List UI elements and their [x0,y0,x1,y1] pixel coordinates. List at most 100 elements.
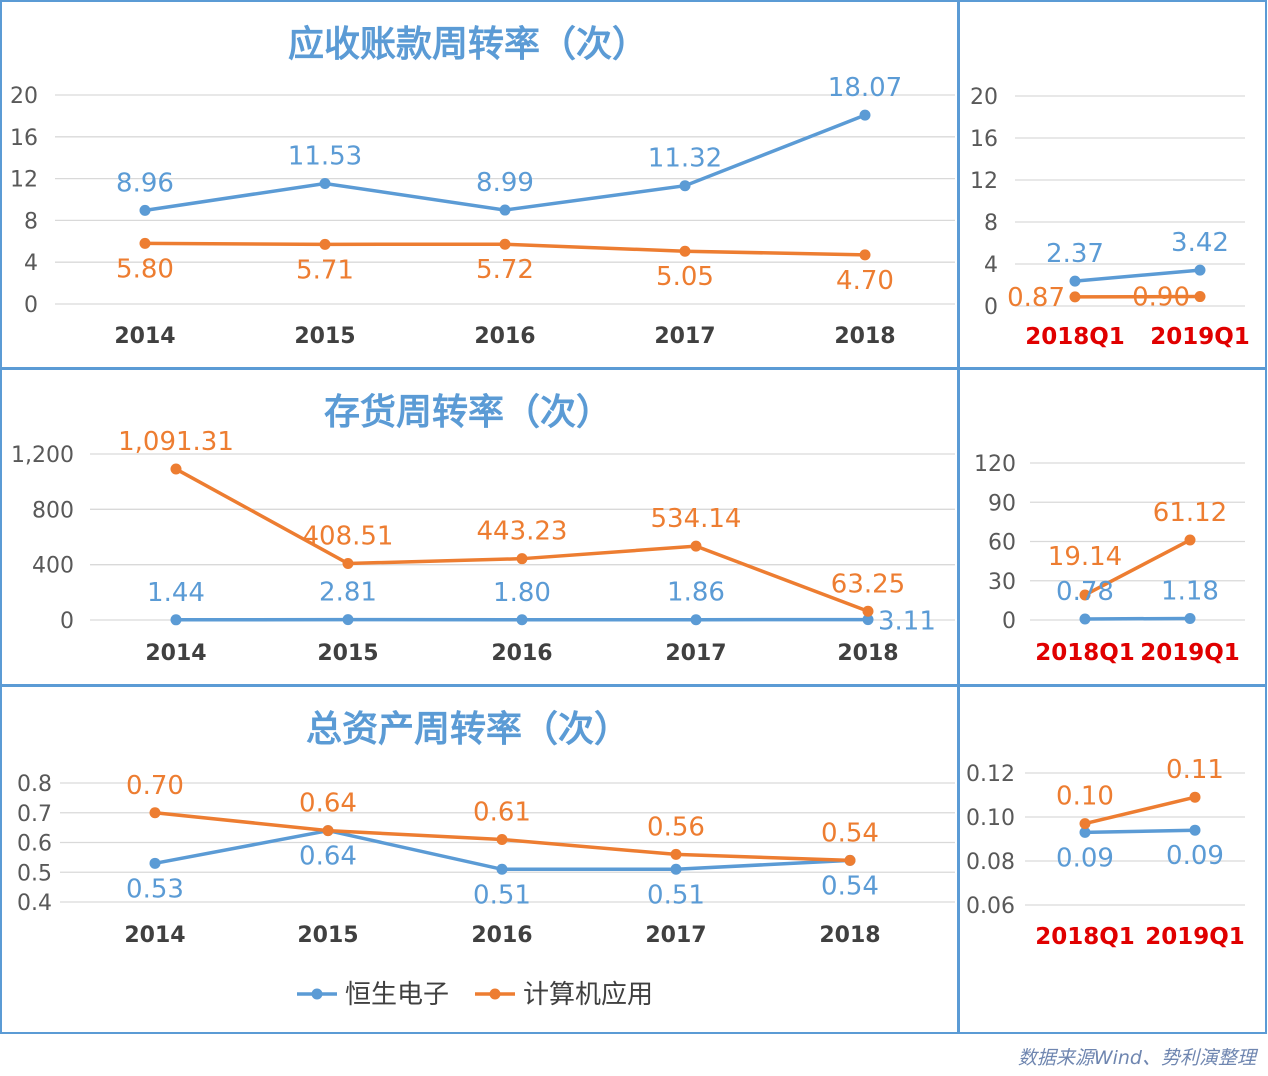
data-label: 3.11 [878,607,936,637]
x-tick-label: 2018 [834,324,895,349]
x-tick-label: 2015 [297,923,358,948]
x-tick-label: 2017 [665,641,726,666]
x-tick-label: 2018Q1 [1035,640,1135,666]
x-tick-label: 2014 [114,324,175,349]
panel-frame [958,0,1267,369]
data-point [1189,824,1201,836]
data-label: 19.14 [1048,542,1122,572]
data-point [1184,534,1196,546]
data-point [322,825,334,837]
data-point [170,614,182,626]
chart-title: 应收账款周转率（次） [288,24,648,65]
data-label: 1,091.31 [118,427,234,457]
y-tick-label: 0.06 [966,894,1015,919]
data-label: 2.81 [319,578,377,608]
x-tick-label: 2018 [837,641,898,666]
series-line-1 [1084,616,1191,621]
data-label: 0.11 [1166,755,1224,785]
y-tick-label: 0.10 [966,806,1015,831]
data-label: 5.72 [476,255,534,285]
y-tick-label: 0.12 [966,762,1015,787]
series-line-1 [1084,828,1196,835]
y-tick-label: 0.8 [17,772,52,797]
legend-label: 计算机应用 [523,980,653,1010]
y-tick-label: 20 [970,85,998,110]
data-label: 0.09 [1166,841,1224,871]
data-label: 0.90 [1132,283,1190,313]
data-label: 1.18 [1161,576,1219,606]
data-point [149,857,161,869]
data-point [1194,291,1206,303]
y-tick-label: 0.08 [966,850,1015,875]
data-label: 0.64 [299,842,357,872]
series-line-1 [1074,268,1201,283]
y-tick-label: 120 [974,452,1016,477]
data-point [679,180,691,192]
data-label: 61.12 [1153,498,1227,528]
data-label: 443.23 [477,517,568,547]
data-point [862,605,874,617]
series-line-2 [1084,795,1196,826]
data-point [1184,612,1196,624]
chart-title: 总资产周转率（次） [306,709,630,750]
legend-marker [311,988,323,1000]
data-point [319,238,331,250]
data-point [1079,818,1091,830]
x-tick-label: 2018Q1 [1025,324,1125,350]
data-label: 3.42 [1171,228,1229,258]
data-point [516,614,528,626]
data-point [342,557,354,569]
y-tick-label: 0.5 [17,861,52,886]
data-label: 0.10 [1056,782,1114,812]
y-tick-label: 20 [10,84,38,109]
data-label: 0.64 [299,789,357,819]
y-tick-label: 16 [970,127,998,152]
x-tick-label: 2018Q1 [1035,924,1135,950]
data-label: 63.25 [831,569,905,599]
data-point [859,109,871,121]
y-tick-label: 0 [60,609,74,634]
data-label: 18.07 [828,73,902,103]
x-tick-label: 2018 [819,923,880,948]
y-tick-label: 4 [984,253,998,278]
data-point [496,863,508,875]
data-label: 0.09 [1056,843,1114,873]
y-tick-label: 8 [984,211,998,236]
x-tick-label: 2017 [654,324,715,349]
data-label: 0.56 [647,812,705,842]
data-point [690,540,702,552]
data-point [690,614,702,626]
data-label: 534.14 [651,504,742,534]
y-tick-label: 12 [10,168,38,193]
x-tick-label: 2016 [491,641,552,666]
y-tick-label: 4 [24,251,38,276]
y-tick-label: 0 [24,293,38,318]
data-point [670,863,682,875]
data-label: 0.61 [473,798,531,828]
chart-title: 存货周转率（次） [324,392,612,433]
data-point [139,237,151,249]
x-tick-label: 2015 [294,324,355,349]
data-point [139,204,151,216]
data-point [1079,826,1091,838]
source-note: 数据来源Wind、势利演整理 [1017,1047,1256,1069]
data-label: 5.80 [116,254,174,284]
data-point [149,807,161,819]
data-label: 5.71 [296,255,354,285]
y-tick-label: 0 [984,295,998,320]
data-label: 0.54 [821,818,879,848]
y-tick-label: 8 [24,209,38,234]
panel-frame [958,685,1267,1034]
x-tick-label: 2016 [471,923,532,948]
data-label: 408.51 [303,521,394,551]
data-point [319,178,331,190]
data-label: 1.44 [147,578,205,608]
data-label: 1.86 [667,578,725,608]
data-label: 0.51 [647,880,705,910]
data-point [516,553,528,565]
y-tick-label: 0 [1002,609,1016,634]
data-label: 0.51 [473,880,531,910]
x-tick-label: 2014 [124,923,185,948]
data-label: 2.37 [1046,239,1104,269]
data-label: 0.78 [1056,577,1114,607]
